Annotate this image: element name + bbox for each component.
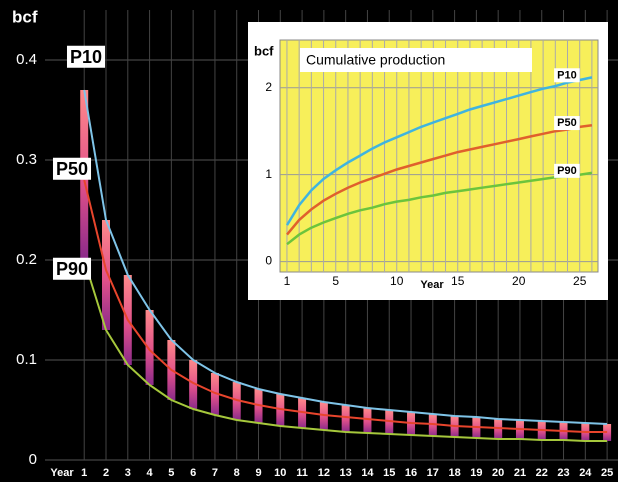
series-label-text: P90 [56, 259, 88, 279]
x-tick-label: 9 [255, 467, 261, 479]
x-tick-label: 21 [514, 467, 526, 479]
x-tick-label: 7 [212, 467, 218, 479]
range-bar [102, 220, 111, 330]
x-tick-label: 12 [318, 467, 330, 479]
x-axis-label: Year [50, 467, 74, 479]
series-line [285, 76, 593, 226]
series-line [286, 171, 593, 246]
x-tick-label: 8 [234, 467, 240, 479]
x-tick-label: 2 [103, 467, 109, 479]
x-tick-label: 25 [601, 467, 613, 479]
series-label: P50 [554, 116, 580, 131]
series-label-text: P50 [557, 117, 577, 129]
y-tick-label: 0.3 [16, 151, 37, 168]
y-tick-label: 0.1 [16, 351, 37, 368]
x-tick-label: 17 [427, 467, 439, 479]
x-tick-label: 14 [361, 467, 374, 479]
y-tick-label: 0.4 [16, 51, 37, 68]
chart-title: Cumulative production [306, 52, 445, 68]
range-bar [189, 360, 198, 409]
series-label-box [52, 257, 92, 280]
x-tick-label: 16 [405, 467, 417, 479]
x-tick-label: 1 [284, 274, 291, 288]
x-tick-label: 25 [573, 274, 587, 288]
x-tick-label: 4 [147, 467, 154, 479]
range-bar [603, 424, 612, 441]
x-tick-label: 3 [125, 467, 131, 479]
x-tick-label: 18 [448, 467, 460, 479]
x-tick-label: 10 [274, 467, 286, 479]
y-axis-label: bcf [254, 43, 274, 58]
y-tick-label: 0 [265, 254, 272, 268]
range-bar [145, 310, 154, 385]
series-label: P90 [554, 163, 580, 178]
series-label: P10 [554, 68, 580, 83]
x-tick-label: 11 [296, 467, 308, 479]
series-label-box [66, 45, 106, 68]
x-tick-label: 6 [190, 467, 196, 479]
series-line [286, 123, 593, 236]
x-tick-label: 10 [390, 274, 404, 288]
x-tick-label: 5 [168, 467, 174, 479]
series-line [83, 259, 608, 442]
x-tick-label: 15 [451, 274, 465, 288]
series-line [83, 89, 608, 425]
series-label-text: P90 [557, 165, 577, 177]
series-label-text: P10 [557, 69, 577, 81]
y-axis-label: bcf [12, 7, 38, 26]
range-bar [494, 419, 503, 439]
range-bar [341, 405, 350, 432]
x-tick-label: 15 [383, 467, 395, 479]
x-tick-label: 1 [81, 467, 87, 479]
series-label-text: P50 [56, 159, 88, 179]
series-label-box [52, 157, 92, 180]
y-tick-label: 0 [29, 451, 37, 468]
series-label: P10 [66, 45, 106, 68]
y-tick-label: 1 [265, 167, 272, 181]
series-label-text: P10 [70, 47, 102, 67]
range-bar [363, 408, 372, 433]
series-label-box [554, 68, 580, 83]
plot-area [279, 39, 599, 273]
series-label-box [554, 116, 580, 131]
x-tick-label: 20 [512, 274, 526, 288]
series-label-box [554, 163, 580, 178]
y-tick-label: 0.2 [16, 251, 37, 268]
x-tick-label: 24 [579, 467, 592, 479]
series-line [83, 179, 608, 433]
x-tick-label: 13 [340, 467, 352, 479]
x-tick-label: 5 [332, 274, 339, 288]
title-box [300, 48, 532, 72]
y-tick-label: 2 [265, 80, 272, 94]
x-axis-label: Year [420, 279, 444, 291]
series-label: P50 [52, 157, 92, 180]
x-tick-label: 20 [492, 467, 504, 479]
x-tick-label: 19 [470, 467, 482, 479]
x-tick-label: 22 [536, 467, 548, 479]
series-label: P90 [52, 257, 92, 280]
x-tick-label: 23 [557, 467, 569, 479]
